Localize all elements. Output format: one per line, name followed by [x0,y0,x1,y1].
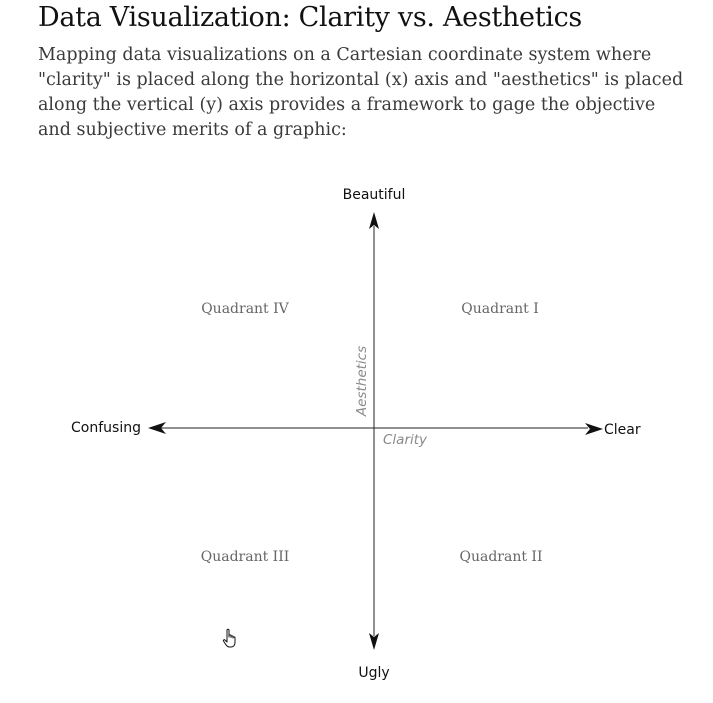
ugly-label: Ugly [358,665,389,681]
quadrant-1-label: Quadrant I [461,301,538,317]
vertical-axis-arrow-up [369,212,379,229]
quadrant-2-label: Quadrant II [460,549,543,565]
clear-label: Clear [604,422,641,438]
aesthetics-axis-name: Aesthetics [354,346,370,417]
beautiful-label: Beautiful [343,187,406,203]
confusing-label: Confusing [71,420,141,436]
hand-pointer-icon [222,628,236,648]
intro-paragraph: Mapping data visualizations on a Cartesi… [38,45,684,140]
quadrant-3-label: Quadrant III [201,549,290,565]
quadrant-4-label: Quadrant IV [201,301,289,317]
vertical-axis-arrow-down [369,633,379,650]
clarity-axis-name: Clarity [383,432,428,448]
horizontal-axis-arrow-left [148,422,166,434]
page-title: Data Visualization: Clarity vs. Aestheti… [38,2,582,33]
horizontal-axis-arrow-right [585,423,603,435]
